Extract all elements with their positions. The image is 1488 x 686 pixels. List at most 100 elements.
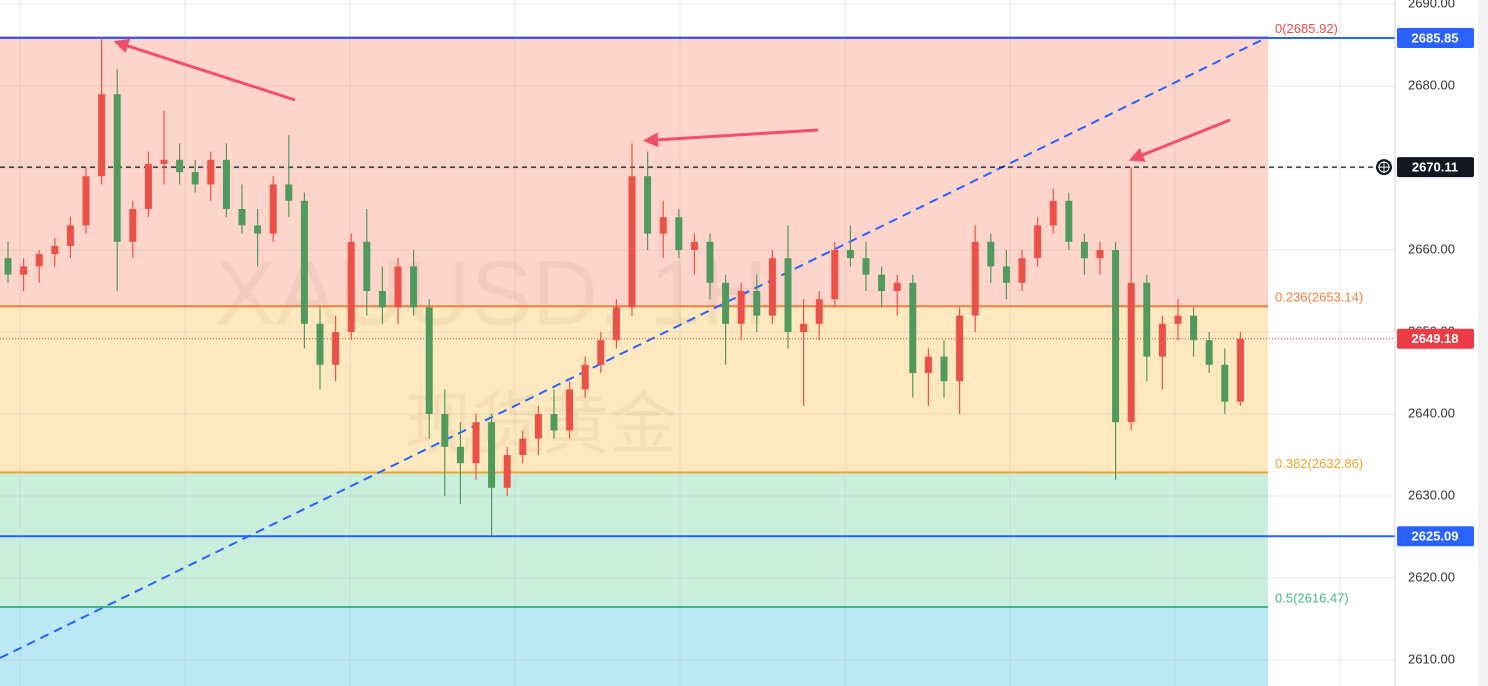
- y-tick-label: 2690.00: [1408, 0, 1455, 10]
- price-tag: [1397, 526, 1474, 547]
- candle-body: [628, 176, 636, 308]
- price-tag: [1397, 328, 1474, 349]
- candle-body: [909, 282, 917, 374]
- candle-body: [690, 241, 698, 251]
- y-tick-label: 2680.00: [1408, 77, 1455, 92]
- candle-body: [566, 389, 574, 431]
- arrow: [113, 38, 296, 102]
- candle-body: [1065, 200, 1073, 242]
- candle-body: [1190, 315, 1198, 341]
- candle-body: [1112, 250, 1120, 423]
- candle-body: [425, 307, 433, 415]
- candle-body: [597, 340, 605, 365]
- candle-body: [1205, 340, 1213, 365]
- candle-body: [784, 258, 792, 333]
- candle-body: [1174, 315, 1182, 324]
- candle-body: [519, 438, 527, 456]
- candle-body: [581, 364, 589, 390]
- candle-body: [51, 245, 59, 255]
- axis-labels: 2690.002680.002670.002660.002650.002640.…: [1376, 0, 1474, 666]
- y-tick-label: 2630.00: [1408, 487, 1455, 502]
- candle-body: [35, 254, 43, 267]
- candle-body: [878, 274, 886, 292]
- candle-body: [1018, 258, 1026, 283]
- candle-body: [472, 422, 480, 464]
- candle-body: [815, 299, 823, 324]
- fib-label: 0.5(2616.47): [1275, 590, 1349, 605]
- price-tag: [1397, 28, 1474, 49]
- vertical-grid: [19, 0, 1341, 686]
- fib-label: 0.382(2632.86): [1275, 456, 1363, 471]
- arrow: [643, 128, 819, 148]
- candle-body: [191, 172, 199, 185]
- price-tag: [1397, 157, 1474, 178]
- candle-body: [378, 291, 386, 308]
- candle-body: [98, 94, 106, 177]
- candle-body: [1127, 282, 1135, 423]
- candle-body: [254, 225, 262, 234]
- candle-body: [659, 217, 667, 234]
- candle-body: [20, 266, 28, 275]
- candle-body: [456, 446, 464, 464]
- candle-body: [363, 241, 371, 292]
- candle-body: [722, 282, 730, 324]
- candle-body: [394, 266, 402, 308]
- candle-body: [831, 250, 839, 300]
- candle-body: [1096, 250, 1104, 259]
- candle-body: [160, 159, 168, 164]
- candle-body: [82, 176, 90, 226]
- fib-label: 0.236(2653.14): [1275, 290, 1363, 305]
- price-tag-label: 2670.11: [1412, 160, 1458, 175]
- y-tick-label: 2660.00: [1408, 241, 1455, 256]
- y-tick-label: 2610.00: [1408, 651, 1455, 666]
- candle-body: [675, 217, 683, 251]
- trendline: [0, 36, 1269, 659]
- price-tag-label: 2685.85: [1412, 30, 1459, 45]
- watermark-symbol: XAUUSD, 1H: [215, 242, 767, 344]
- candle-body: [129, 209, 137, 242]
- candle-body: [144, 163, 152, 210]
- candle-body: [753, 291, 761, 316]
- horizontal-grid: [0, 3, 1395, 661]
- y-tick-label: 2640.00: [1408, 405, 1455, 420]
- candle-body: [1002, 266, 1010, 283]
- candle-body: [987, 241, 995, 267]
- candle-body: [644, 176, 652, 234]
- candle-body: [269, 184, 277, 234]
- candle-body: [862, 258, 870, 275]
- candle-body: [66, 225, 74, 246]
- candle-body: [488, 422, 496, 488]
- candle-body: [1080, 241, 1088, 259]
- fib-zones: [0, 37, 1268, 686]
- candle-body: [893, 282, 901, 292]
- candle-body: [176, 159, 184, 173]
- candle-body: [207, 159, 215, 185]
- candle-body: [612, 307, 620, 341]
- candle-body: [1049, 200, 1057, 226]
- fib-label: 0(2685.92): [1275, 21, 1338, 36]
- candles: [4, 39, 1244, 536]
- candle-body: [222, 159, 230, 210]
- fib-zone: [0, 306, 1268, 473]
- candle-body: [1236, 338, 1244, 402]
- candle-body: [285, 184, 293, 201]
- candle-body: [737, 291, 745, 324]
- y-tick-label: 2620.00: [1408, 569, 1455, 584]
- candle-body: [940, 356, 948, 382]
- candle-body: [1034, 225, 1042, 259]
- candle-body: [956, 315, 964, 382]
- candle-body: [300, 200, 308, 324]
- candle-body: [1158, 323, 1166, 357]
- candle-body: [550, 414, 558, 431]
- candle-body: [706, 241, 714, 283]
- candle-body: [1143, 282, 1151, 357]
- arrow: [1128, 118, 1231, 162]
- candle-body: [800, 323, 808, 333]
- candle-body: [503, 455, 511, 488]
- price-tag-label: 2625.09: [1412, 529, 1459, 544]
- fib-zone: [0, 606, 1268, 686]
- candle-body: [1221, 364, 1229, 402]
- candle-body: [113, 94, 121, 242]
- candle-body: [4, 258, 12, 275]
